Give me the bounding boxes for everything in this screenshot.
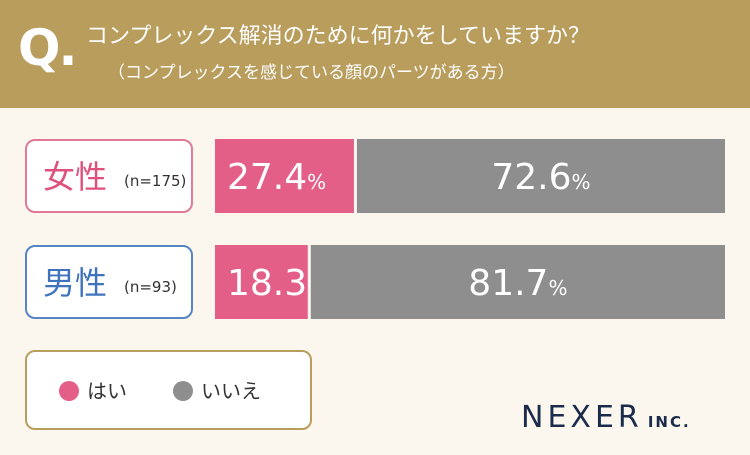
question-subtitle: （コンプレックスを感じている顔のパーツがある方） — [108, 63, 515, 83]
legend-item-no: いいえ — [173, 378, 261, 404]
bar-no-male — [310, 245, 725, 319]
group-n-female: (n=175) — [124, 172, 187, 190]
data-label-no-male: 81.7% — [468, 263, 567, 304]
question-mark: Q. — [18, 19, 77, 77]
question-header: Q. コンプレックス解消のために何かをしていますか？ （コンプレックスを感じてい… — [0, 0, 750, 108]
legend-label-no: いいえ — [201, 379, 261, 403]
group-label-male: 男性 (n=93) — [25, 245, 193, 319]
group-name-male: 男性 — [43, 264, 108, 302]
group-label-female: 女性 (n=175) — [25, 139, 193, 213]
bar-yes-female — [215, 139, 354, 213]
legend-label-yes: はい — [87, 379, 127, 403]
bar-yes-male — [215, 245, 308, 319]
legend-swatch-no — [173, 381, 193, 401]
group-n-male: (n=93) — [124, 278, 177, 296]
data-label-yes-female: 27.4% — [227, 157, 326, 198]
nexer-logo: NEXER INC. — [521, 398, 731, 438]
legend-item-yes: はい — [59, 378, 127, 404]
logo-name: NEXER — [521, 400, 643, 435]
data-label-no-female: 72.6% — [491, 157, 590, 198]
legend: はい いいえ — [25, 350, 312, 430]
legend-swatch-yes — [59, 381, 79, 401]
question-title: コンプレックス解消のために何かをしていますか？ — [86, 24, 591, 49]
bar-no-female — [356, 139, 725, 213]
group-name-female: 女性 — [43, 158, 108, 196]
logo-suffix: INC. — [647, 413, 691, 431]
